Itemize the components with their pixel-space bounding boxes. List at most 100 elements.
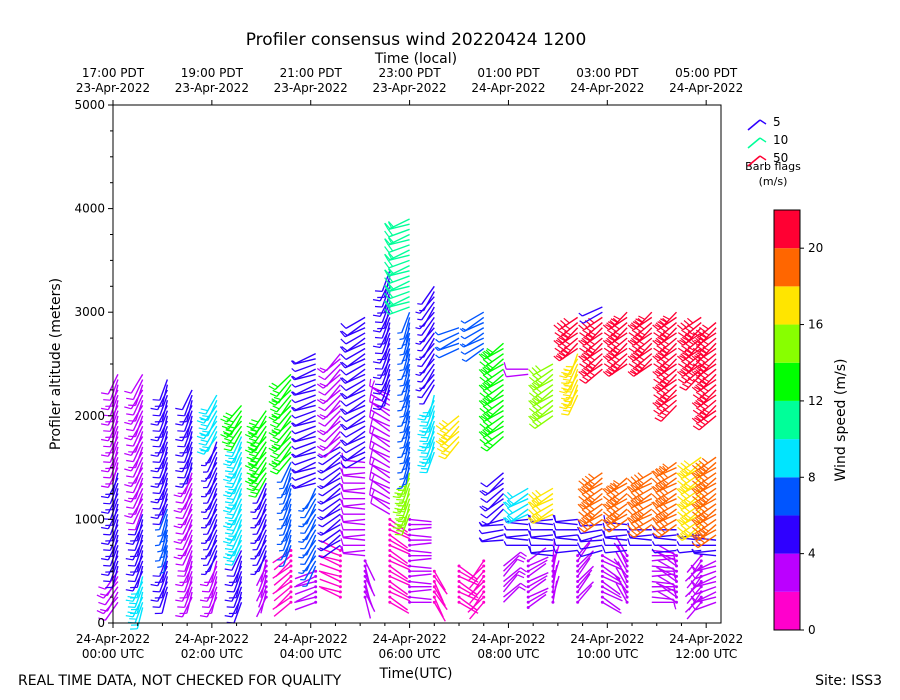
wind-barb [469,600,486,620]
wind-barb [384,264,410,276]
wind-barb [371,411,391,432]
wind-barb [396,472,411,495]
wind-barb [529,389,554,405]
x-tick-date: 24-Apr-2022 [570,632,644,646]
wind-barb [341,353,366,368]
wind-barb [318,554,342,563]
wind-barb [103,560,119,583]
wind-barb [260,590,268,614]
wind-barb [432,600,446,622]
wind-barb [503,586,526,603]
wind-barb [319,368,341,387]
site-label: Site: ISS3 [815,673,882,689]
wind-barb [200,415,218,437]
wind-barb [457,600,479,614]
wind-barb [126,472,144,494]
wind-barb [127,586,144,608]
wind-barb [481,477,505,495]
wind-barb [434,342,460,352]
wind-barb [319,399,341,418]
wind-barb [154,415,169,438]
barb-legend-label: 10 [773,133,788,147]
wind-barb [221,425,243,445]
wind-barb [417,379,435,399]
wind-barb [103,425,119,448]
wind-barb [502,558,525,577]
wind-barb [419,368,435,389]
wind-barb [269,410,292,429]
wind-barb [384,290,410,300]
wind-barb [528,538,553,546]
wind-barb [224,529,243,551]
wind-barb [254,550,267,573]
wind-barb [128,431,144,453]
wind-barb [126,394,144,416]
wind-barb [369,409,391,427]
wind-barb [371,426,391,448]
wind-barb [341,384,366,399]
wind-barb [271,446,292,466]
wind-barb [318,467,341,481]
wind-barb [220,404,243,423]
wind-barb [652,461,677,476]
wind-barb [319,518,341,535]
wind-barb [419,384,435,405]
wind-barb [470,574,486,595]
wind-barb [202,513,218,535]
wind-barb [561,379,579,401]
top-tick-time: 03:00 PDT [576,66,639,80]
wind-barb [201,570,218,593]
wind-barb [460,327,485,340]
wind-barb [179,560,193,583]
wind-barb [526,578,547,594]
barb-legend-item: 5 [747,115,781,131]
wind-barb [290,451,316,459]
wind-barb [339,514,366,523]
wind-barb [126,441,144,463]
wind-barb [152,379,169,401]
wind-barb [341,368,366,383]
wind-barb [339,530,366,538]
barb-legend-item: 50 [747,151,788,167]
wind-barb [503,555,526,572]
wind-barb [290,373,316,381]
wind-barb [658,568,679,584]
wind-barb [268,373,292,391]
colorbar-label: Wind speed (m/s) [833,359,849,482]
wind-barb [227,519,243,541]
colorbar-tick-label: 0 [808,623,816,637]
wind-barb [692,415,717,431]
wind-barb [576,573,591,594]
wind-barb [408,585,432,589]
wind-barb [421,410,435,433]
colorbar: 0 4 8 12 16 20 [773,209,823,637]
wind-barb [551,575,560,599]
wind-barb [388,523,410,537]
wind-barb [224,545,243,566]
wind-barb [246,456,267,476]
wind-barb [258,569,268,593]
wind-barb [319,534,341,550]
wind-barb [294,580,318,588]
wind-barb [371,489,391,510]
wind-barb [370,496,391,515]
wind-barb [340,441,366,454]
wind-barb [600,580,621,596]
wind-barb [202,529,218,551]
wind-barb [154,576,169,599]
wind-barb [154,591,169,615]
x-tick-time: 08:00 UTC [477,647,539,661]
wind-barb [408,533,432,538]
wind-barb [291,415,316,427]
wind-barb [602,538,628,546]
wind-barb [432,574,448,595]
wind-barb [318,363,341,381]
wind-barb [103,456,119,479]
wind-barb [469,569,486,589]
wind-barb [204,560,218,583]
wind-barb [198,394,218,415]
wind-barb [177,410,193,432]
wind-barb [478,534,504,542]
wind-barb [198,410,218,431]
wind-barb [461,332,485,347]
